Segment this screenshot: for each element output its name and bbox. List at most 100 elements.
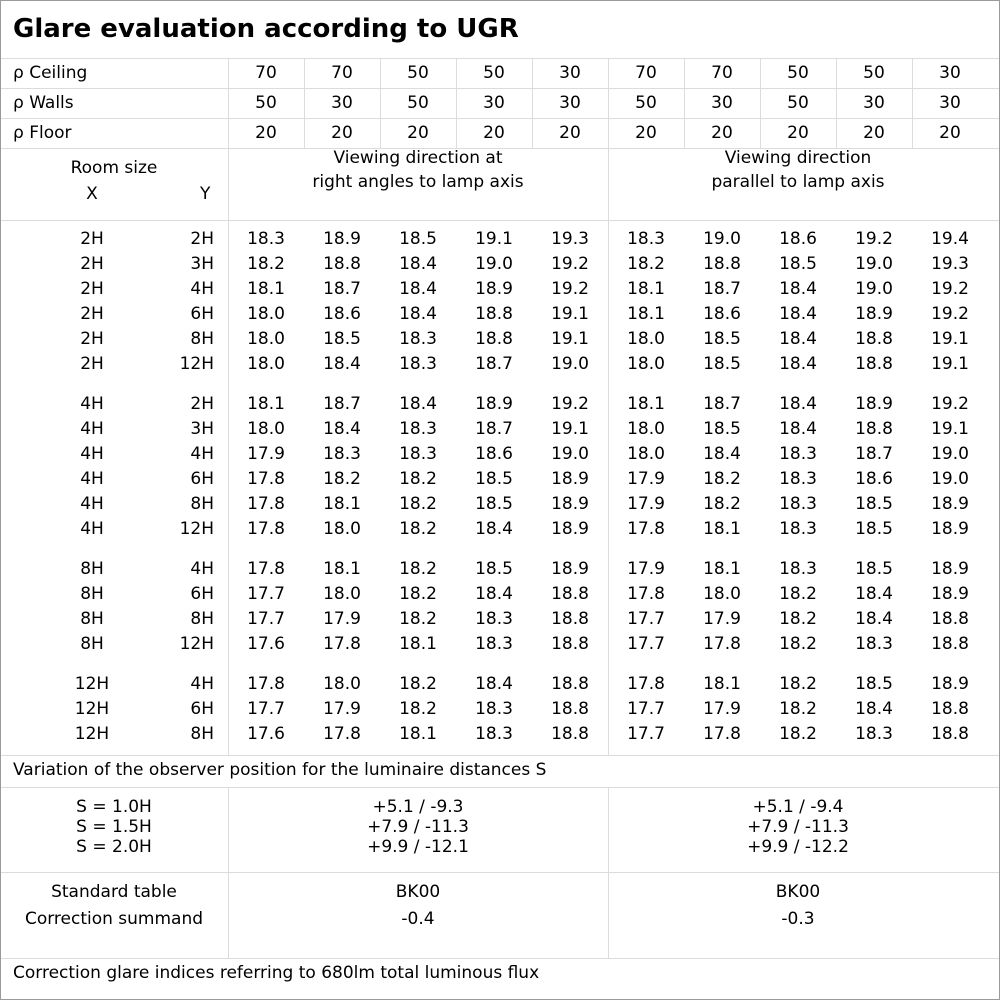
ugr-value: 18.4 (475, 584, 513, 604)
ugr-value: 18.6 (475, 444, 513, 464)
ugr-value: 18.9 (475, 394, 513, 414)
reflectance-value: 70 (711, 63, 733, 83)
ugr-value: 18.8 (931, 699, 969, 719)
ugr-value: 18.4 (779, 394, 817, 414)
ugr-value: 17.9 (703, 699, 741, 719)
ugr-value: 18.3 (399, 444, 437, 464)
viewing-right-line2: right angles to lamp axis (312, 172, 524, 192)
room-x: 12H (74, 724, 110, 744)
ugr-value: 18.8 (475, 329, 513, 349)
ugr-value: 18.9 (931, 519, 969, 539)
ugr-value: 18.4 (323, 354, 361, 374)
room-y: 12H (179, 354, 214, 374)
ugr-value: 18.2 (703, 494, 741, 514)
ugr-value: 19.1 (931, 354, 969, 374)
row-divider (1, 88, 999, 89)
ugr-value: 18.9 (855, 304, 893, 324)
ugr-value: 18.7 (323, 394, 361, 414)
room-x: 2H (80, 254, 104, 274)
ugr-value: 18.4 (855, 584, 893, 604)
room-x: 8H (80, 634, 104, 654)
ugr-value: 18.7 (703, 279, 741, 299)
reflectance-value: 50 (787, 93, 809, 113)
reflectance-value: 20 (559, 123, 581, 143)
room-x: 4H (80, 519, 104, 539)
reflectance-value: 20 (787, 123, 809, 143)
row-divider (1, 787, 999, 788)
ugr-value: 19.2 (931, 279, 969, 299)
room-y: 4H (190, 559, 214, 579)
ugr-value: 18.1 (703, 559, 741, 579)
ugr-value: 18.9 (323, 229, 361, 249)
column-divider (532, 58, 533, 148)
variation-right: +9.9 / -12.1 (367, 837, 469, 857)
ugr-value: 17.7 (627, 634, 665, 654)
reflectance-value: 50 (255, 93, 277, 113)
ugr-value: 18.1 (247, 279, 285, 299)
reflectance-value: 50 (635, 93, 657, 113)
room-y: 6H (190, 304, 214, 324)
ugr-value: 18.3 (399, 329, 437, 349)
ugr-value: 18.5 (703, 419, 741, 439)
ugr-value: 18.0 (323, 674, 361, 694)
ugr-value: 17.8 (703, 634, 741, 654)
ugr-value: 18.1 (703, 674, 741, 694)
room-x: 2H (80, 354, 104, 374)
ugr-value: 18.8 (855, 329, 893, 349)
reflectance-value: 50 (407, 63, 429, 83)
column-divider (608, 148, 609, 755)
variation-s: S = 2.0H (76, 837, 152, 857)
variation-parallel: +7.9 / -11.3 (747, 817, 849, 837)
ugr-value: 18.1 (703, 519, 741, 539)
ugr-value: 18.4 (779, 279, 817, 299)
room-y: 8H (190, 724, 214, 744)
ugr-value: 18.0 (247, 419, 285, 439)
ugr-value: 18.4 (779, 419, 817, 439)
reflectance-value: 50 (787, 63, 809, 83)
room-x: 8H (80, 559, 104, 579)
room-y: 8H (190, 494, 214, 514)
ugr-value: 18.4 (855, 699, 893, 719)
ugr-value: 17.9 (247, 444, 285, 464)
ugr-value: 18.8 (855, 419, 893, 439)
ugr-value: 18.3 (399, 419, 437, 439)
reflectance-value: 70 (331, 63, 353, 83)
standard-table-label: Standard table (51, 882, 177, 902)
variation-s: S = 1.5H (76, 817, 152, 837)
reflectance-value: 20 (331, 123, 353, 143)
reflectance-value: 70 (635, 63, 657, 83)
ugr-value: 18.8 (551, 674, 589, 694)
ugr-value: 18.2 (247, 254, 285, 274)
column-divider (836, 58, 837, 148)
reflectance-label: ρ Ceiling (13, 63, 88, 83)
ugr-value: 18.0 (627, 329, 665, 349)
ugr-value: 18.5 (475, 559, 513, 579)
ugr-value: 18.8 (703, 254, 741, 274)
ugr-value: 18.3 (779, 469, 817, 489)
ugr-value: 17.7 (627, 609, 665, 629)
room-y: 3H (190, 254, 214, 274)
ugr-value: 18.1 (323, 494, 361, 514)
ugr-value: 19.1 (551, 329, 589, 349)
ugr-value: 19.2 (551, 279, 589, 299)
ugr-value: 18.0 (627, 419, 665, 439)
ugr-value: 18.8 (551, 584, 589, 604)
ugr-value: 18.5 (779, 254, 817, 274)
ugr-value: 19.0 (931, 444, 969, 464)
ugr-value: 19.2 (551, 394, 589, 414)
ugr-value: 19.2 (931, 304, 969, 324)
ugr-value: 18.2 (779, 724, 817, 744)
ugr-value: 18.9 (931, 584, 969, 604)
ugr-value: 18.9 (551, 559, 589, 579)
ugr-value: 18.5 (475, 494, 513, 514)
reflectance-label: ρ Floor (13, 123, 72, 143)
correction-summand-label: Correction summand (24, 909, 204, 929)
row-divider (1, 958, 999, 959)
reflectance-value: 30 (863, 93, 885, 113)
room-x: 2H (80, 329, 104, 349)
column-divider (304, 58, 305, 148)
ugr-value: 18.2 (399, 519, 437, 539)
reflectance-value: 30 (559, 63, 581, 83)
room-x: 2H (80, 304, 104, 324)
ugr-value: 17.8 (247, 469, 285, 489)
